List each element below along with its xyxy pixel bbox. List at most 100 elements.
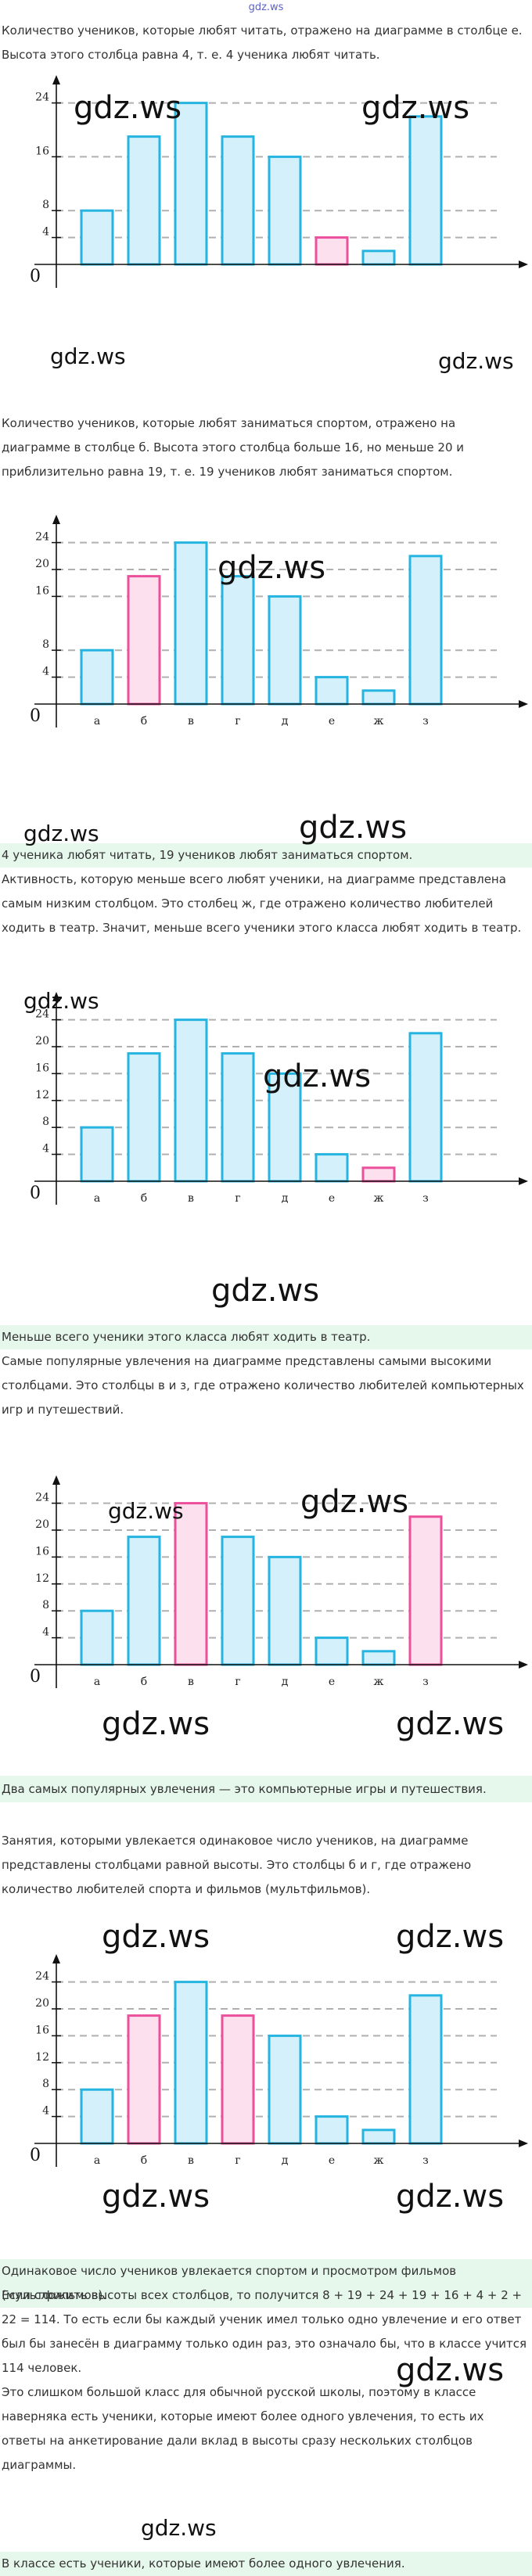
x-tick-label: б	[141, 1676, 147, 1688]
x-tick-label: в	[188, 2154, 194, 2167]
watermark: gdz.ws	[396, 2179, 505, 2215]
chart-5: 4 8 12 16 20 24 а б в г д е ж з 0	[0, 1948, 532, 2240]
watermark: gdz.ws	[50, 343, 126, 369]
bar-б	[127, 575, 161, 706]
x-tick-label: б	[141, 2154, 147, 2167]
watermark: gdz.ws	[263, 1058, 372, 1094]
watermark: gdz.ws	[102, 1706, 210, 1742]
x-tick-label: б	[141, 1192, 147, 1205]
y-tick-label: 12	[35, 2051, 49, 2064]
bar-в	[174, 1502, 208, 1666]
x-tick-label: д	[282, 1192, 289, 1205]
bar-а	[80, 1126, 114, 1183]
bar-а	[80, 209, 114, 266]
y-tick-label: 16	[35, 2024, 49, 2036]
watermark: gdz.ws	[438, 348, 514, 374]
bar-ж	[361, 1650, 396, 1666]
bar-е	[315, 2115, 349, 2145]
y-tick-label: 16	[35, 1545, 49, 1557]
chart-5-svg: 4 8 12 16 20 24 а б в г д е ж з 0	[30, 1954, 528, 2167]
y-tick-label: 4	[42, 666, 49, 678]
x-tick-label: з	[422, 715, 429, 728]
origin-label: 0	[30, 267, 41, 286]
bar-з	[408, 1032, 443, 1183]
x-tick-label: е	[329, 715, 335, 728]
answer-4: Одинаковое число учеников увлекается спо…	[0, 2259, 532, 2308]
y-tick-label: 12	[35, 1089, 49, 1101]
origin-label: 0	[30, 2146, 41, 2165]
y-tick-label: 8	[42, 638, 49, 651]
watermark: gdz.ws	[396, 1706, 505, 1742]
x-tick-label: в	[188, 1676, 194, 1688]
y-axis-arrow	[52, 1475, 60, 1485]
x-tick-label: в	[188, 1192, 194, 1205]
x-axis-arrow	[519, 260, 528, 268]
y-tick-label: 24	[35, 1008, 49, 1021]
paragraph-4: Самые популярные увлечения на диаграмме …	[2, 1354, 524, 1417]
y-tick-label: 8	[42, 199, 49, 211]
y-tick-label: 24	[35, 1971, 49, 1983]
bar-з	[408, 555, 443, 706]
bar-г	[221, 1052, 255, 1183]
y-axis-arrow	[52, 75, 60, 84]
watermark: gdz.ws	[396, 2352, 505, 2388]
y-tick-label: 24	[35, 531, 49, 544]
y-tick-label: 20	[35, 1997, 49, 2010]
watermark: gdz.ws	[102, 2179, 210, 2215]
y-tick-label: 16	[35, 145, 49, 157]
x-axis-arrow	[519, 1177, 528, 1185]
y-axis-arrow	[52, 992, 60, 1001]
watermark: gdz.ws	[299, 810, 408, 846]
x-axis-arrow	[519, 700, 528, 708]
x-tick-label: а	[94, 1676, 100, 1688]
bar-д	[268, 2034, 302, 2145]
watermark: gdz.ws	[217, 550, 326, 586]
y-tick-label: 16	[35, 584, 49, 597]
bar-д	[268, 595, 302, 706]
x-tick-label: е	[329, 1192, 335, 1205]
paragraph-7: Это слишком большой класс для обычной ру…	[2, 2385, 484, 2472]
x-tick-label: г	[235, 715, 240, 728]
x-tick-label: а	[94, 715, 100, 728]
bar-е	[315, 1636, 349, 1666]
bar-б	[127, 2014, 161, 2145]
bar-б	[127, 1536, 161, 1666]
chart-1-svg: 4 8 16 24 0	[30, 75, 528, 288]
bar-а	[80, 648, 114, 706]
paragraph-3: Активность, которую меньше всего любят у…	[2, 872, 522, 935]
watermark: gdz.ws	[211, 1273, 320, 1309]
y-tick-label: 16	[35, 1062, 49, 1074]
y-tick-label: 4	[42, 226, 49, 239]
x-tick-label: г	[235, 1676, 240, 1688]
y-tick-label: 8	[42, 2078, 49, 2090]
x-tick-label: г	[235, 2154, 240, 2167]
x-tick-label: з	[422, 1676, 429, 1688]
y-tick-label: 4	[42, 2105, 49, 2118]
y-tick-label: 24	[35, 92, 49, 104]
chart-1: 4 8 16 24 0	[0, 69, 532, 369]
x-tick-label: в	[188, 715, 194, 728]
bar-ж	[361, 2129, 396, 2145]
x-tick-label: д	[282, 715, 289, 728]
x-tick-label: б	[141, 715, 147, 728]
watermark: gdz.ws	[74, 90, 182, 126]
x-tick-label: з	[422, 2154, 429, 2167]
site-logo[interactable]: gdz.ws	[248, 2, 284, 13]
bar-ж	[361, 1166, 396, 1183]
paragraph-5: Занятия, которыми увлекается одинаковое …	[2, 1834, 472, 1896]
bar-в	[174, 1981, 208, 2145]
watermark: gdz.ws	[108, 1498, 184, 1524]
y-tick-label: 20	[35, 558, 49, 570]
y-axis-arrow	[52, 1954, 60, 1963]
x-tick-label: з	[422, 1192, 429, 1205]
x-tick-label: д	[282, 2154, 289, 2167]
chart-2-svg: 4 8 16 20 24 а б в г д е ж з 0	[30, 515, 528, 728]
bar-а	[80, 1609, 114, 1666]
bar-б	[127, 135, 161, 266]
x-tick-label: е	[329, 2154, 335, 2167]
answer-5: В классе есть ученики, которые имеют бол…	[0, 2552, 532, 2576]
watermark: gdz.ws	[141, 2515, 217, 2541]
paragraph-6: Если сложить высоты всех столбцов, то по…	[2, 2288, 527, 2375]
origin-label: 0	[30, 1184, 41, 1203]
